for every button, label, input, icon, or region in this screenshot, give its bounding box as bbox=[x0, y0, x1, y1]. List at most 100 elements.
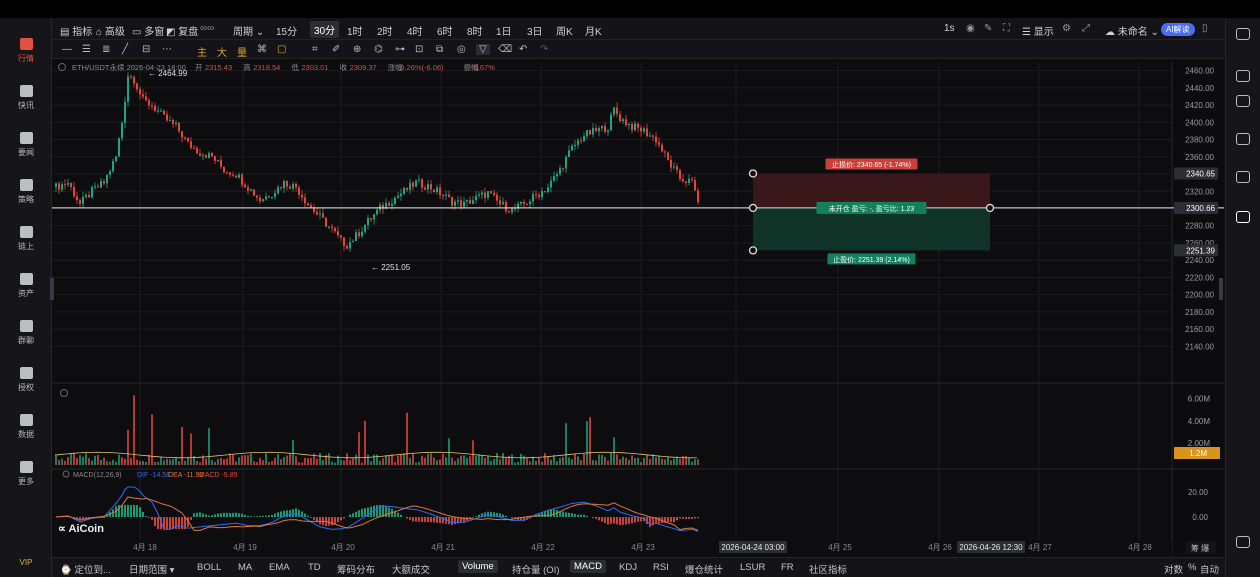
redo-icon[interactable]: ↷ bbox=[540, 44, 549, 55]
replay-button[interactable]: ◩ 复盘 bbox=[166, 27, 199, 38]
ai-explain-button[interactable]: AI解读 bbox=[1161, 23, 1195, 36]
headset-icon[interactable] bbox=[1236, 536, 1250, 548]
volume-bar bbox=[292, 439, 294, 465]
timeframe-2[interactable]: 1时 bbox=[347, 27, 363, 38]
timeframe-6[interactable]: 8时 bbox=[467, 27, 483, 38]
advanced-button[interactable]: ⌂ 高级 bbox=[96, 27, 125, 38]
filter-tool-icon[interactable]: ▽ bbox=[476, 44, 490, 55]
timeframe-1[interactable]: 30分 bbox=[310, 21, 340, 38]
indicator-3[interactable]: TD bbox=[308, 562, 321, 573]
robot-icon[interactable] bbox=[1236, 211, 1250, 223]
multi-window-button[interactable]: ▭ 多窗 bbox=[132, 27, 165, 38]
timeframe-10[interactable]: 月K bbox=[585, 27, 602, 38]
indicator-1[interactable]: MA bbox=[238, 562, 253, 573]
undo-icon[interactable]: ↶ bbox=[519, 44, 528, 55]
doc-icon[interactable]: ▯ bbox=[1202, 23, 1208, 34]
percent-toggle[interactable]: % bbox=[1188, 562, 1197, 573]
sub-indicator-5[interactable]: 爆仓统计 bbox=[685, 565, 724, 576]
ellipsis-icon[interactable]: ∞∞ bbox=[200, 23, 215, 34]
channel-tool-icon[interactable]: ≣ bbox=[102, 44, 111, 55]
sidebar-item-onchain[interactable]: 链上 bbox=[0, 226, 52, 252]
date-range-button[interactable]: 日期范围 ▾ bbox=[129, 565, 175, 576]
trash-tool-icon[interactable]: ⌫ bbox=[498, 44, 513, 55]
sidebar-item-assets[interactable]: 资产 bbox=[0, 273, 52, 299]
sidebar-item-chat[interactable]: 群聊 bbox=[0, 320, 52, 346]
timeframe-9[interactable]: 周K bbox=[556, 27, 573, 38]
sub-indicator-8[interactable]: 社区指标 bbox=[809, 565, 848, 576]
candle-body bbox=[640, 127, 642, 132]
locate-button[interactable]: ⌚ 定位到... bbox=[60, 565, 111, 576]
candle-body bbox=[211, 153, 213, 157]
magnet-tool-icon[interactable]: ◎ bbox=[457, 44, 466, 55]
unnamed-dropdown[interactable]: ☁ 未命名 ⌄ bbox=[1105, 27, 1159, 38]
sidebar-item-news[interactable]: 快讯 bbox=[0, 85, 52, 111]
fullscreen-icon[interactable]: ⛶ bbox=[1003, 23, 1010, 34]
crosshair-x2-bg bbox=[957, 541, 1025, 553]
sidebar-item-authorize[interactable]: 授权 bbox=[0, 367, 52, 393]
pen-tool-icon[interactable]: ✐ bbox=[332, 44, 341, 55]
note-icon[interactable] bbox=[1236, 95, 1250, 107]
lock-tool-icon[interactable]: ⊡ bbox=[415, 44, 424, 55]
layers-icon[interactable] bbox=[1236, 171, 1250, 183]
timeframe-4[interactable]: 4时 bbox=[407, 27, 423, 38]
volume-bar bbox=[649, 458, 651, 465]
volume-bar bbox=[562, 456, 564, 465]
large-tool[interactable]: 大 bbox=[217, 48, 227, 59]
layout-icon[interactable] bbox=[1236, 133, 1250, 145]
log-toggle[interactable]: 对数 bbox=[1164, 565, 1184, 576]
shape-tool-icon[interactable]: ⌬ bbox=[374, 44, 383, 55]
sub-indicator-6[interactable]: LSUR bbox=[740, 562, 766, 573]
more-tools-icon[interactable]: ⋯ bbox=[162, 44, 172, 55]
sub-indicator-7[interactable]: FR bbox=[781, 562, 794, 573]
volume-bar bbox=[478, 454, 480, 465]
indicator-2[interactable]: EMA bbox=[269, 562, 290, 573]
hline-tool-icon[interactable]: ― bbox=[62, 44, 72, 55]
auto-toggle[interactable]: 自动 bbox=[1200, 565, 1220, 576]
sub-indicator-4[interactable]: RSI bbox=[653, 562, 669, 573]
indicator-0[interactable]: BOLL bbox=[197, 562, 222, 573]
sidebar-item-market[interactable]: 行情 bbox=[0, 38, 52, 64]
vip-badge[interactable]: VIP bbox=[0, 558, 52, 567]
link-tool-icon[interactable]: ⊶ bbox=[395, 44, 405, 55]
sidebar-item-strategy[interactable]: 策略 bbox=[0, 179, 52, 205]
pencil-icon[interactable]: ✎ bbox=[984, 23, 993, 34]
indicator-5[interactable]: 大额成交 bbox=[392, 565, 431, 576]
period-dropdown[interactable]: 周期 ⌄ bbox=[233, 27, 265, 38]
trendline-tool-icon[interactable]: ╱ bbox=[122, 44, 129, 55]
display-button[interactable]: ☰ 显示 bbox=[1022, 27, 1054, 38]
zoom-tool-icon[interactable]: ⊕ bbox=[353, 44, 362, 55]
timeframe-0[interactable]: 15分 bbox=[276, 27, 298, 38]
candle-body bbox=[91, 186, 93, 198]
timeframe-8[interactable]: 3日 bbox=[527, 27, 543, 38]
sub-indicator-3[interactable]: KDJ bbox=[619, 562, 637, 573]
calendar-icon[interactable] bbox=[1236, 70, 1250, 82]
high-annotation: ← 2464.99 bbox=[148, 69, 188, 78]
sidebar-item-more[interactable]: 更多 bbox=[0, 461, 52, 487]
sub-indicator-0[interactable]: Volume bbox=[458, 560, 498, 573]
lines-tool-icon[interactable]: ☰ bbox=[82, 44, 91, 55]
volume-tool[interactable]: 量 bbox=[237, 48, 247, 59]
indicator-4[interactable]: 筹码分布 bbox=[337, 565, 376, 576]
timeframe-3[interactable]: 2时 bbox=[377, 27, 393, 38]
main-tool[interactable]: 主 bbox=[197, 48, 207, 59]
sub-indicator-1[interactable]: 持仓量 (OI) bbox=[512, 565, 560, 576]
copy-tool-icon[interactable]: ⧉ bbox=[436, 44, 444, 55]
expand-icon[interactable]: ⤢ bbox=[1082, 23, 1090, 34]
text-tool-icon[interactable]: ▢ bbox=[277, 44, 287, 55]
pattern-tool-icon[interactable]: ⌘ bbox=[257, 44, 267, 55]
interval-label[interactable]: 1s bbox=[944, 23, 955, 34]
candle-body bbox=[697, 190, 699, 203]
timeframe-7[interactable]: 1日 bbox=[496, 27, 512, 38]
timeframe-5[interactable]: 6时 bbox=[437, 27, 453, 38]
fib-tool-icon[interactable]: ⊟ bbox=[142, 44, 151, 55]
crop-tool-icon[interactable]: ⌗ bbox=[312, 44, 318, 55]
indicators-button[interactable]: ▤ 指标 bbox=[60, 27, 93, 38]
file-icon[interactable] bbox=[1236, 28, 1250, 40]
sidebar-item-headlines[interactable]: 要闻 bbox=[0, 132, 52, 158]
sidebar-item-data[interactable]: 数据 bbox=[0, 414, 52, 440]
camera-icon[interactable]: ◉ bbox=[966, 23, 975, 34]
candle-body bbox=[553, 176, 555, 181]
sub-indicator-2[interactable]: MACD bbox=[570, 560, 606, 573]
settings-icon[interactable]: ⚙ bbox=[1062, 23, 1071, 34]
